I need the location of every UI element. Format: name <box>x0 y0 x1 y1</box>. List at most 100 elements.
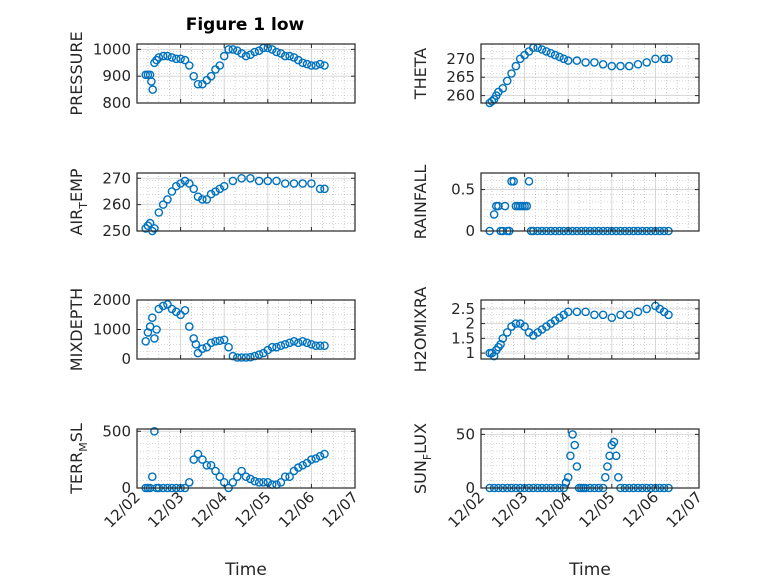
data-point <box>280 51 290 61</box>
data-point <box>254 176 264 186</box>
data-point <box>542 47 551 56</box>
data-point <box>171 181 181 191</box>
y-tick-label: 0 <box>121 479 131 497</box>
data-point <box>570 440 580 450</box>
data-point <box>152 325 161 334</box>
data-point <box>147 77 156 86</box>
data-point <box>180 176 190 186</box>
data-point <box>272 47 281 57</box>
data-point <box>219 51 229 61</box>
data-point <box>250 351 259 361</box>
data-point <box>267 45 277 54</box>
data-point <box>581 58 590 67</box>
y-tick-label: 0 <box>465 479 475 497</box>
data-point <box>276 341 286 351</box>
data-point <box>167 53 177 62</box>
data-point <box>191 339 201 349</box>
figure-title: Figure 1 low <box>186 15 305 35</box>
data-point <box>611 451 621 461</box>
data-point <box>590 310 599 320</box>
data-point <box>320 184 329 194</box>
data-point <box>150 334 159 343</box>
data-point <box>241 51 251 61</box>
data-point <box>232 46 242 56</box>
data-point <box>198 344 207 354</box>
data-point <box>293 55 303 65</box>
axes-box <box>480 299 700 360</box>
data-point <box>616 310 625 320</box>
data-point <box>307 61 316 70</box>
data-point <box>215 61 225 70</box>
data-point <box>502 328 512 337</box>
data-point <box>320 61 329 70</box>
data-point <box>211 65 220 74</box>
data-point <box>598 310 608 320</box>
x-tick-label: 12/06 <box>619 488 662 531</box>
x-tick-label: 12/06 <box>275 488 318 531</box>
data-point <box>537 45 547 54</box>
data-point <box>158 200 168 209</box>
data-point <box>285 338 294 348</box>
y-tick-label: 260 <box>446 87 475 105</box>
y-axis-label: H2OMIXRA <box>411 287 430 373</box>
mixdepth-axes: 0 1000 2000 MIXDEPTH <box>67 288 356 371</box>
data-point <box>601 472 610 482</box>
data-point <box>254 350 264 359</box>
data-point <box>228 45 238 54</box>
data-point <box>522 201 532 211</box>
data-point <box>546 48 556 58</box>
y-tick-label: 1000 <box>93 40 131 58</box>
data-point <box>150 224 159 233</box>
data-point <box>246 50 255 60</box>
data-point <box>642 304 652 314</box>
data-point <box>311 341 321 351</box>
data-point <box>590 58 599 67</box>
data-point <box>302 59 312 69</box>
data-point <box>206 460 216 470</box>
data-point <box>572 56 582 65</box>
data-point <box>163 300 172 309</box>
data-point <box>572 462 582 471</box>
x-tick-label: 12/03 <box>144 488 187 531</box>
data-point <box>659 54 669 64</box>
data-point <box>147 313 157 323</box>
data-point <box>237 466 246 476</box>
data-point <box>267 342 277 352</box>
x-tick-label: 12/07 <box>663 488 706 531</box>
data-point <box>215 336 225 346</box>
data-point <box>633 307 643 317</box>
data-point <box>298 58 308 68</box>
data-point <box>276 49 286 58</box>
data-point <box>280 339 290 349</box>
data-point <box>285 51 294 61</box>
y-tick-label: 2000 <box>93 291 131 309</box>
data-point <box>315 59 325 69</box>
data-point <box>509 176 519 186</box>
data-point <box>237 173 246 183</box>
x-tick-label: 12/05 <box>575 488 618 531</box>
axes-box <box>480 172 700 232</box>
data-point <box>280 472 290 482</box>
data-point <box>224 45 233 54</box>
data-point <box>603 462 612 471</box>
data-point <box>289 336 299 346</box>
data-point <box>193 348 203 358</box>
data-point <box>609 437 619 447</box>
data-point <box>550 50 560 60</box>
data-point <box>232 472 242 482</box>
data-point <box>184 61 194 70</box>
data-point <box>311 454 321 463</box>
data-point <box>211 187 220 196</box>
data-point <box>211 336 220 346</box>
data-point <box>642 58 652 67</box>
data-point <box>563 472 573 482</box>
y-axis-label: TERRMSL <box>67 423 90 495</box>
x-tick-label: 12/04 <box>188 488 231 531</box>
data-point <box>158 51 168 61</box>
axes-box <box>480 428 700 489</box>
data-point <box>184 322 194 331</box>
y-tick-label: 2 <box>465 315 475 333</box>
data-point <box>202 460 212 470</box>
h2omixra-axes: 11.522.5 H2OMIXRA <box>411 287 700 373</box>
